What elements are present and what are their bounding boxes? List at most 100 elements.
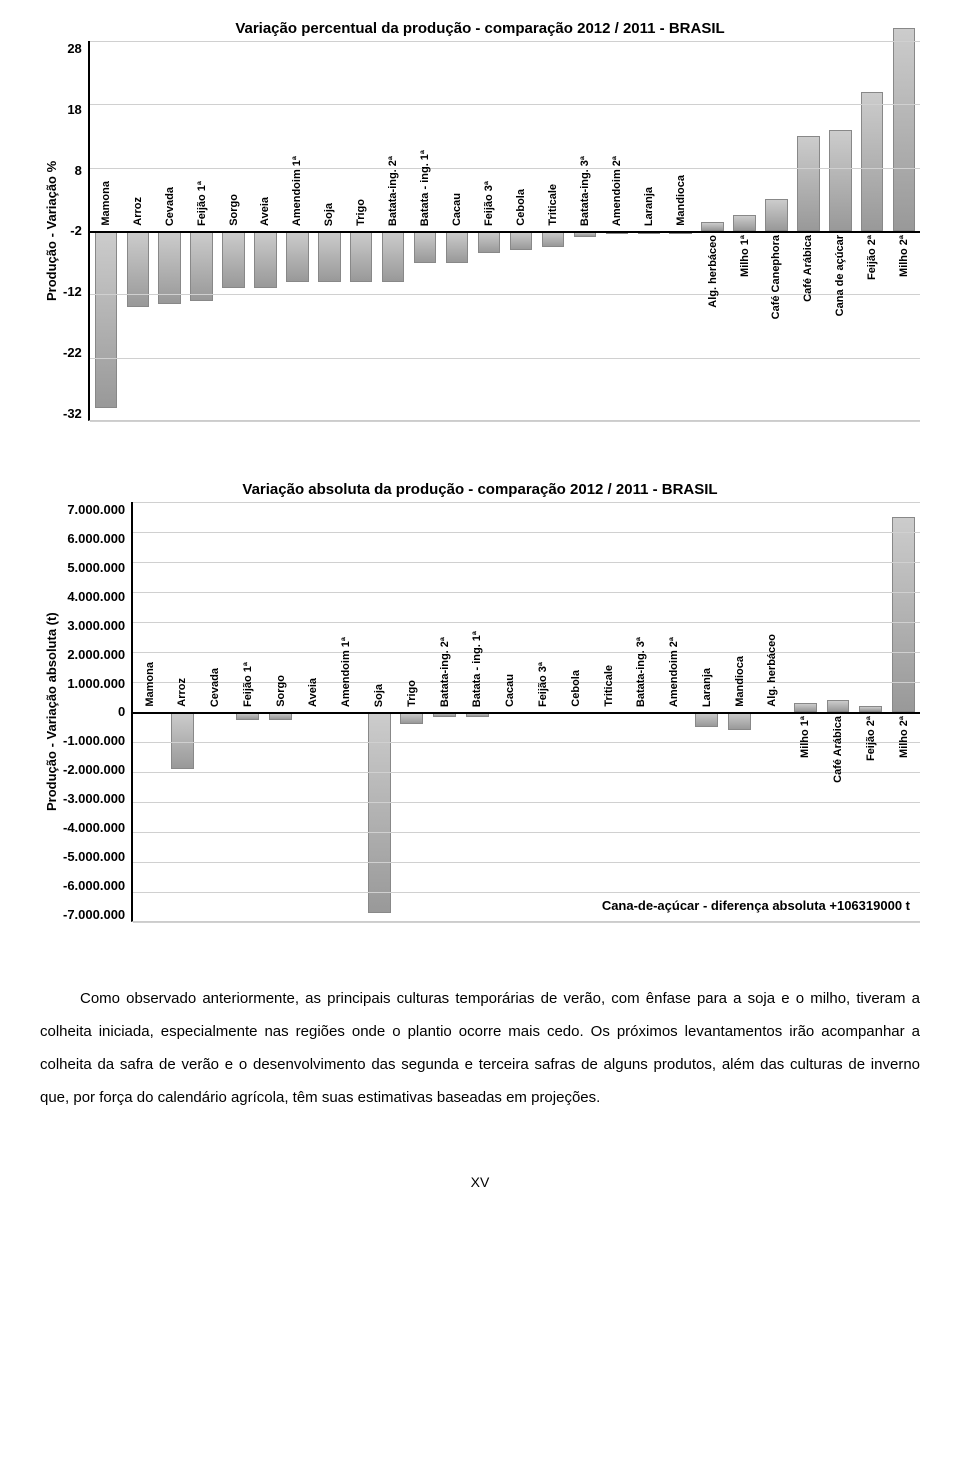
- chart2-yticks: 7.000.0006.000.0005.000.0004.000.0003.00…: [63, 502, 131, 922]
- bar-label: Milho 1ª: [799, 716, 811, 758]
- bar-label: Feijão 2ª: [866, 235, 878, 280]
- ytick: 4.000.000: [63, 589, 125, 604]
- bar-label: Alg. herbáceo: [766, 634, 778, 707]
- bar-label: Cebola: [515, 189, 527, 226]
- chart2-ylabel: Produção - Variação absoluta (t): [40, 502, 63, 922]
- bar-label: Batata - ing. 1ª: [471, 631, 483, 707]
- bar-label: Batata-ing. 2ª: [439, 637, 451, 707]
- bar-label: Aveia: [307, 678, 319, 707]
- ytick: -12: [63, 284, 82, 299]
- ytick: 8: [63, 163, 82, 178]
- bar-label: Mandioca: [675, 175, 687, 226]
- bar-label: Milho 2ª: [898, 716, 910, 758]
- ytick: -1.000.000: [63, 733, 125, 748]
- ytick: 18: [63, 102, 82, 117]
- bar: [765, 199, 787, 231]
- bar: [414, 231, 436, 263]
- chart1-title: Variação percentual da produção - compar…: [40, 20, 920, 37]
- bar: [222, 231, 244, 288]
- bar: [190, 231, 212, 301]
- bar-label: Batata - ing. 1ª: [419, 150, 431, 226]
- chart2-annotation: Cana-de-açúcar - diferença absoluta +106…: [602, 898, 910, 913]
- paragraph-text: Como observado anteriormente, as princip…: [40, 982, 920, 1114]
- bar-label: Amendoim 1ª: [340, 637, 352, 707]
- bar-label: Feijão 1ª: [196, 181, 208, 226]
- chart1-yticks: 28188-2-12-22-32: [63, 41, 88, 421]
- bar-label: Aveia: [259, 197, 271, 226]
- chart2-plot: MamonaArrozCevadaFeijão 1ªSorgoAveiaAmen…: [131, 502, 920, 922]
- bar-label: Cevada: [164, 187, 176, 226]
- bar-label: Arroz: [176, 678, 188, 707]
- bar-label: Cacau: [504, 674, 516, 707]
- ytick: -3.000.000: [63, 791, 125, 806]
- chart1-ylabel: Produção - Variação %: [40, 41, 63, 421]
- bar: [733, 215, 755, 231]
- ytick: -6.000.000: [63, 878, 125, 893]
- bar-label: Batata-ing. 3ª: [579, 156, 591, 226]
- bar-label: Soja: [323, 203, 335, 226]
- bar-label: Soja: [373, 684, 385, 707]
- bar-label: Café Canephora: [770, 235, 782, 319]
- bar: [318, 231, 340, 282]
- bar-label: Arroz: [132, 197, 144, 226]
- bar-label: Laranja: [701, 668, 713, 707]
- bar-label: Feijão 3ª: [537, 662, 549, 707]
- bar: [695, 712, 718, 727]
- bar-label: Batata-ing. 3ª: [635, 637, 647, 707]
- page-number: XV: [40, 1174, 920, 1190]
- bar-label: Cevada: [209, 668, 221, 707]
- ytick: 28: [63, 41, 82, 56]
- bar: [542, 231, 564, 247]
- bar: [797, 136, 819, 231]
- bar-label: Amendoim 1ª: [291, 156, 303, 226]
- bar: [254, 231, 276, 288]
- bar-label: Café Arábica: [802, 235, 814, 302]
- ytick: 0: [63, 704, 125, 719]
- bar: [158, 231, 180, 304]
- ytick: -7.000.000: [63, 907, 125, 922]
- bar: [478, 231, 500, 253]
- bar: [382, 231, 404, 282]
- bar: [350, 231, 372, 282]
- bar: [95, 231, 117, 408]
- bar-label: Alg. herbáceo: [707, 235, 719, 308]
- bar-label: Cacau: [451, 193, 463, 226]
- bar-label: Café Arábica: [832, 716, 844, 783]
- bar-label: Amendoim 2ª: [611, 156, 623, 226]
- ytick: -4.000.000: [63, 820, 125, 835]
- ytick: 5.000.000: [63, 560, 125, 575]
- bar-label: Mamona: [100, 181, 112, 226]
- ytick: 1.000.000: [63, 676, 125, 691]
- bar: [127, 231, 149, 307]
- bar-label: Batata-ing. 2ª: [387, 156, 399, 226]
- chart2-title: Variação absoluta da produção - comparaç…: [40, 481, 920, 498]
- bar-label: Cebola: [570, 670, 582, 707]
- bar-label: Triticale: [603, 665, 615, 707]
- bar-label: Amendoim 2ª: [668, 637, 680, 707]
- ytick: 6.000.000: [63, 531, 125, 546]
- ytick: -22: [63, 345, 82, 360]
- bar-label: Mandioca: [734, 656, 746, 707]
- bar: [446, 231, 468, 263]
- bar-label: Trigo: [355, 199, 367, 226]
- bar: [893, 28, 915, 231]
- chart1-plot: MamonaArrozCevadaFeijão 1ªSorgoAveiaAmen…: [88, 41, 920, 421]
- bar: [861, 92, 883, 231]
- chart-absoluta: Variação absoluta da produção - comparaç…: [40, 481, 920, 922]
- ytick: -5.000.000: [63, 849, 125, 864]
- ytick: -2.000.000: [63, 762, 125, 777]
- bar: [794, 703, 817, 712]
- bar-label: Feijão 2ª: [865, 716, 877, 761]
- bar: [728, 712, 751, 730]
- bar-label: Milho 2ª: [898, 235, 910, 277]
- bar: [827, 700, 850, 712]
- ytick: 7.000.000: [63, 502, 125, 517]
- bar: [829, 130, 851, 231]
- bar-label: Triticale: [547, 184, 559, 226]
- ytick: 2.000.000: [63, 647, 125, 662]
- bar-label: Milho 1ª: [739, 235, 751, 277]
- bar: [510, 231, 532, 250]
- bar: [701, 222, 723, 232]
- bar-label: Feijão 1ª: [242, 662, 254, 707]
- bar-label: Mamona: [144, 662, 156, 707]
